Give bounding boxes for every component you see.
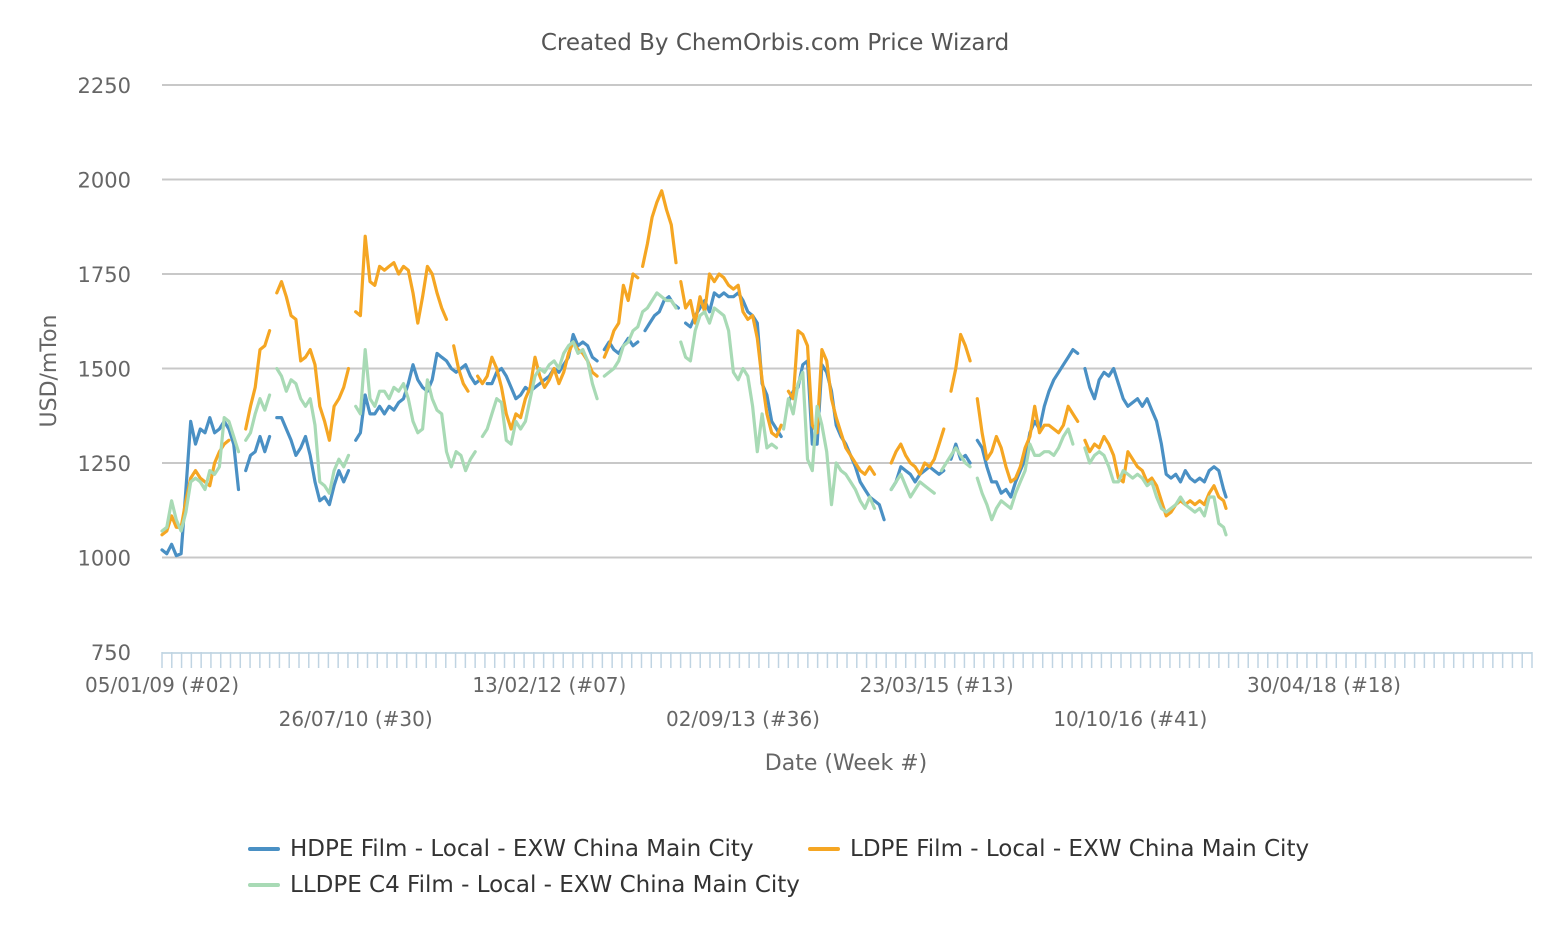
series-line-2 <box>160 291 1228 537</box>
legend-item-hdpe[interactable]: HDPE Film - Local - EXW China Main City <box>248 836 754 862</box>
y-tick-label: 1500 <box>78 358 131 382</box>
x-tick-label: 13/02/12 (#07) <box>472 673 626 697</box>
legend-label: LDPE Film - Local - EXW China Main City <box>850 836 1310 862</box>
y-tick-label: 2000 <box>78 169 131 193</box>
y-tick-label: 1250 <box>78 452 131 476</box>
x-axis-ticks: 05/01/09 (#02) 26/07/10 (#30) 13/02/12 (#0… <box>85 652 1533 731</box>
series-lines <box>160 189 1228 558</box>
y-tick-label: 750 <box>91 641 131 665</box>
legend-swatch-ldpe <box>808 847 840 851</box>
x-tick-label: 02/09/13 (#36) <box>666 707 820 731</box>
legend-swatch-hdpe <box>248 847 280 851</box>
y-axis-label: USD/mTon <box>37 315 62 428</box>
chart-title: Created By ChemOrbis.com Price Wizard <box>541 30 1009 56</box>
y-tick-label: 2250 <box>78 74 131 98</box>
legend-label: HDPE Film - Local - EXW China Main City <box>290 836 754 862</box>
gridlines <box>162 84 1532 559</box>
legend-label: LLDPE C4 Film - Local - EXW China Main C… <box>290 872 800 898</box>
legend-swatch-lldpe <box>248 883 280 887</box>
x-tick-label: 05/01/09 (#02) <box>85 673 239 697</box>
y-tick-label: 1750 <box>78 263 131 287</box>
x-tick-label: 30/04/18 (#18) <box>1247 673 1401 697</box>
y-axis-ticks: 750 1000 1250 1500 1750 2000 2250 <box>78 74 131 665</box>
legend-item-ldpe[interactable]: LDPE Film - Local - EXW China Main City <box>808 836 1309 862</box>
x-axis-label: Date (Week #) <box>765 751 927 776</box>
x-tick-label: 10/10/16 (#41) <box>1053 707 1207 731</box>
legend-item-lldpe[interactable]: LLDPE C4 Film - Local - EXW China Main C… <box>248 872 800 898</box>
x-tick-label: 23/03/15 (#13) <box>860 673 1014 697</box>
y-tick-label: 1000 <box>78 547 131 571</box>
series-line-1 <box>160 189 1228 537</box>
x-tick-label: 26/07/10 (#30) <box>279 707 433 731</box>
